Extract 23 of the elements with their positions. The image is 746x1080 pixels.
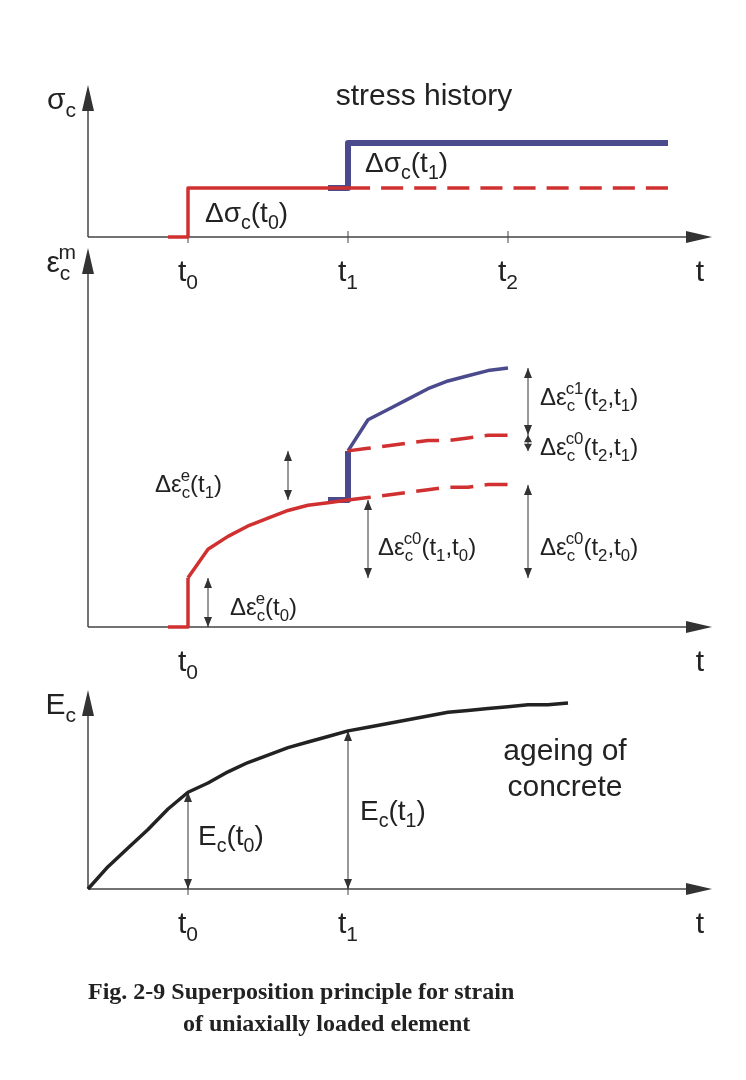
annotation: Δε$_{c}$$^{e}$(t$_{1}$) — [155, 466, 223, 502]
annotation: Δσ$_{c}$(t$_{1}$) — [365, 147, 449, 183]
x-tick-label: t$_{1}$ — [337, 906, 359, 945]
x-axis-title: t — [695, 254, 705, 287]
annotation: E$_{c}$(t$_{1}$) — [360, 795, 426, 831]
annotation: Δε$_{c}$$^{c0}$(t$_{1}$,t$_{0}$) — [378, 529, 477, 565]
annotation: Δε$_{c}$$^{c0}$(t$_{2}$,t$_{0}$) — [540, 529, 639, 565]
annotation: Δε$_{c}$$^{e}$(t$_{0}$) — [230, 589, 298, 625]
annotation: Δε$_{c}$$^{c0}$(t$_{2}$,t$_{1}$) — [540, 429, 639, 465]
x-axis-title: t — [695, 644, 705, 677]
annotation: ageing of concrete — [503, 733, 628, 802]
x-axis-title: t — [695, 906, 705, 939]
x-tick-label: t$_{2}$ — [497, 254, 519, 293]
annotation: Δε$_{c}$$^{c1}$(t$_{2}$,t$_{1}$) — [540, 379, 639, 415]
caption: Fig. 2-9 Superposition principle for strain of uniaxially loaded element — [88, 978, 515, 1036]
text: t$_{0}$ — [177, 644, 199, 683]
x-tick-label: t$_{1}$ — [337, 254, 359, 293]
annotation: Δσ$_{c}$(t$_{0}$) — [205, 197, 289, 233]
y-axis-title: σ$_{c}$ — [46, 82, 76, 121]
x-tick-label: t$_{0}$ — [177, 254, 199, 293]
chart-title: stress history — [335, 78, 513, 111]
y-axis-title: E$_{c}$ — [45, 687, 76, 726]
annotation: E$_{c}$(t$_{0}$) — [198, 820, 264, 856]
